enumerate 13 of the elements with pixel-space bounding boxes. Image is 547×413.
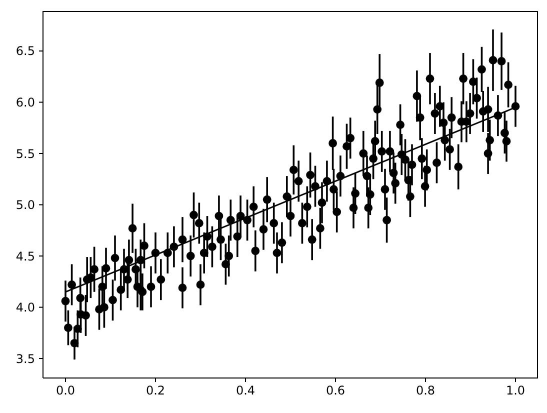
y-tick-label: 5.0 — [16, 198, 35, 212]
y-tick-label: 6.5 — [16, 44, 35, 58]
y-tick-label: 4.5 — [16, 249, 35, 264]
x-tick-label: 0.0 — [56, 384, 76, 398]
y-tick-label: 6.0 — [16, 95, 35, 110]
x-tick-label: 1.0 — [506, 384, 526, 398]
x-tick-label: 0.4 — [236, 384, 256, 398]
x-tick-label: 0.2 — [146, 384, 166, 398]
x-tick-label: 0.8 — [416, 384, 436, 398]
x-tick-label: 0.6 — [326, 384, 346, 398]
y-tick-label: 5.5 — [16, 146, 35, 161]
y-tick-label: 4.0 — [16, 300, 35, 315]
y-tick-label: 3.5 — [16, 352, 35, 366]
